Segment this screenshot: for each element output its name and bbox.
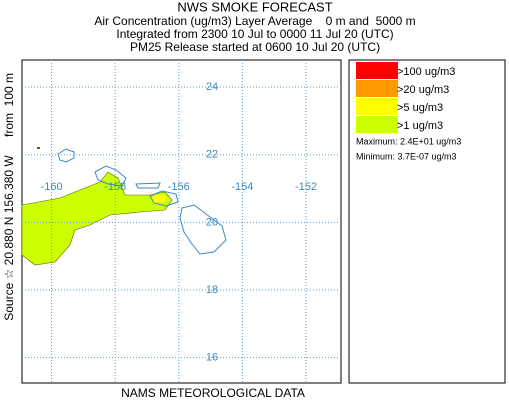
legend-label: >20 ug/m3 bbox=[397, 84, 449, 96]
source-label: Source ☆ 20.880 N 156.380 W bbox=[2, 155, 16, 321]
legend: >100 ug/m3 >20 ug/m3 >5 ug/m3 >1 ug/m3 bbox=[356, 62, 455, 133]
subtitle: PM25 Release started at 0600 10 Jul 20 (… bbox=[130, 40, 380, 54]
legend-label: >100 ug/m3 bbox=[397, 66, 455, 78]
island bbox=[149, 190, 179, 207]
smoke-plume bbox=[21, 171, 173, 266]
subtitle: Air Concentration (ug/m3) Layer Average … bbox=[94, 14, 415, 28]
island bbox=[94, 165, 127, 187]
legend-swatch bbox=[356, 80, 398, 97]
legend-swatch bbox=[356, 62, 398, 79]
footer: NAMS METEOROLOGICAL DATA bbox=[121, 386, 305, 400]
minimum: Minimum: 3.7E-07 ug/m3 bbox=[356, 151, 457, 161]
island bbox=[57, 148, 75, 163]
map: -160 -158 -156 -154 -152 24 22 20 18 16 bbox=[21, 59, 342, 384]
lon-label: -158 bbox=[104, 181, 126, 193]
lon-label: -160 bbox=[41, 181, 63, 193]
island bbox=[135, 182, 161, 189]
legend-label: >5 ug/m3 bbox=[397, 102, 443, 114]
smoke-plume bbox=[150, 194, 166, 203]
height-label: from 100 m bbox=[2, 73, 16, 137]
smoke-spot bbox=[37, 147, 40, 149]
lat-label: 24 bbox=[206, 81, 218, 93]
lat-label: 22 bbox=[206, 149, 218, 161]
lat-label: 18 bbox=[206, 284, 218, 296]
legend-swatch bbox=[356, 116, 398, 133]
lon-label: -152 bbox=[295, 181, 317, 193]
island bbox=[179, 204, 227, 255]
legend-label: >1 ug/m3 bbox=[397, 120, 443, 132]
subtitle: Integrated from 2300 10 Jul to 0000 11 J… bbox=[116, 27, 393, 41]
legend-swatch bbox=[356, 98, 398, 115]
maximum: Maximum: 2.4E+01 ug/m3 bbox=[356, 136, 461, 146]
title: NWS SMOKE FORECAST bbox=[177, 0, 332, 14]
lon-label: -154 bbox=[231, 181, 253, 193]
lon-label: -156 bbox=[168, 181, 190, 193]
lat-label: 16 bbox=[206, 352, 218, 364]
lat-label: 20 bbox=[206, 216, 218, 228]
